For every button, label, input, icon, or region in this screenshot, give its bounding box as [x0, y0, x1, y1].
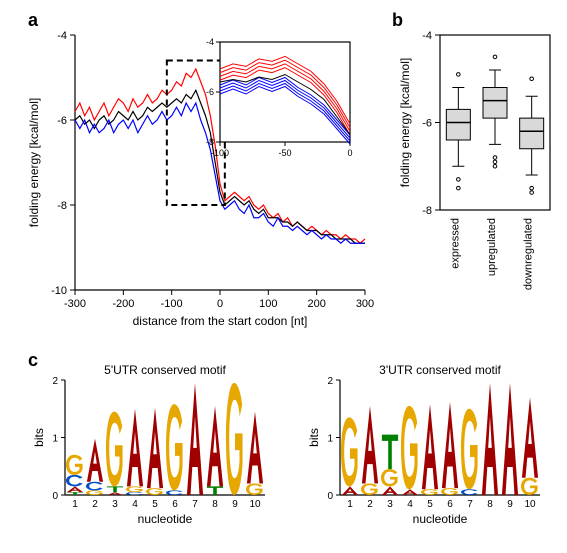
- svg-text:8: 8: [487, 499, 493, 510]
- svg-text:-4: -4: [422, 30, 432, 42]
- svg-text:9: 9: [507, 499, 513, 510]
- svg-text:10: 10: [249, 499, 261, 510]
- svg-text:3: 3: [387, 499, 393, 510]
- svg-text:expressed: expressed: [449, 218, 461, 269]
- svg-text:300: 300: [356, 298, 374, 310]
- svg-text:2: 2: [367, 499, 373, 510]
- svg-text:-300: -300: [64, 298, 86, 310]
- svg-text:-8: -8: [206, 137, 214, 147]
- svg-text:2: 2: [92, 499, 98, 510]
- svg-text:3: 3: [112, 499, 118, 510]
- svg-text:7: 7: [467, 499, 473, 510]
- svg-text:8: 8: [212, 499, 218, 510]
- svg-text:nucleotide: nucleotide: [138, 512, 193, 526]
- svg-text:5'UTR conserved motif: 5'UTR conserved motif: [104, 363, 226, 377]
- svg-text:2: 2: [327, 376, 333, 387]
- svg-text:0: 0: [52, 491, 58, 502]
- svg-text:-100: -100: [211, 148, 229, 158]
- svg-text:-200: -200: [112, 298, 134, 310]
- svg-text:2: 2: [52, 376, 58, 387]
- svg-text:folding energy [kcal/mol]: folding energy [kcal/mol]: [27, 98, 41, 227]
- svg-text:upregulated: upregulated: [486, 218, 498, 276]
- svg-text:3'UTR conserved motif: 3'UTR conserved motif: [379, 363, 501, 377]
- svg-text:7: 7: [192, 499, 198, 510]
- svg-text:-6: -6: [206, 87, 214, 97]
- panel-c-logos: 5'UTR conserved motif012bits12345678910n…: [10, 360, 557, 540]
- svg-text:0: 0: [347, 148, 352, 158]
- panel-b-boxplot: -4 -6 -8 folding energy [kcal/mol] expressed…: [395, 20, 560, 330]
- svg-text:5: 5: [152, 499, 158, 510]
- svg-text:-100: -100: [161, 298, 183, 310]
- svg-text:folding energy [kcal/mol]: folding energy [kcal/mol]: [398, 58, 412, 187]
- svg-text:1: 1: [52, 434, 58, 445]
- svg-text:-50: -50: [278, 148, 291, 158]
- svg-text:0: 0: [327, 491, 333, 502]
- svg-text:bits: bits: [32, 428, 46, 447]
- svg-text:0: 0: [217, 298, 223, 310]
- svg-text:-6: -6: [422, 118, 432, 130]
- svg-text:9: 9: [232, 499, 238, 510]
- svg-text:-8: -8: [57, 200, 67, 212]
- svg-text:-8: -8: [422, 205, 432, 217]
- svg-text:100: 100: [259, 298, 277, 310]
- svg-text:nucleotide: nucleotide: [413, 512, 468, 526]
- svg-text:5: 5: [427, 499, 433, 510]
- svg-text:10: 10: [524, 499, 536, 510]
- svg-text:6: 6: [172, 499, 178, 510]
- svg-text:6: 6: [447, 499, 453, 510]
- panel-a-chart: -300 -200 -100 0 100 200 300 -4 -6 -8 -10 distance …: [20, 20, 380, 330]
- svg-text:1: 1: [327, 434, 333, 445]
- svg-text:-4: -4: [57, 30, 67, 42]
- svg-text:1: 1: [72, 499, 78, 510]
- svg-text:-10: -10: [51, 285, 67, 297]
- svg-text:200: 200: [307, 298, 325, 310]
- svg-text:-4: -4: [206, 37, 214, 47]
- svg-text:bits: bits: [307, 428, 321, 447]
- svg-text:downregulated: downregulated: [523, 218, 535, 290]
- svg-text:4: 4: [407, 499, 413, 510]
- svg-text:1: 1: [347, 499, 353, 510]
- svg-text:4: 4: [132, 499, 138, 510]
- svg-text:distance from the start codon: distance from the start codon [nt]: [133, 314, 308, 328]
- svg-text:-6: -6: [57, 115, 67, 127]
